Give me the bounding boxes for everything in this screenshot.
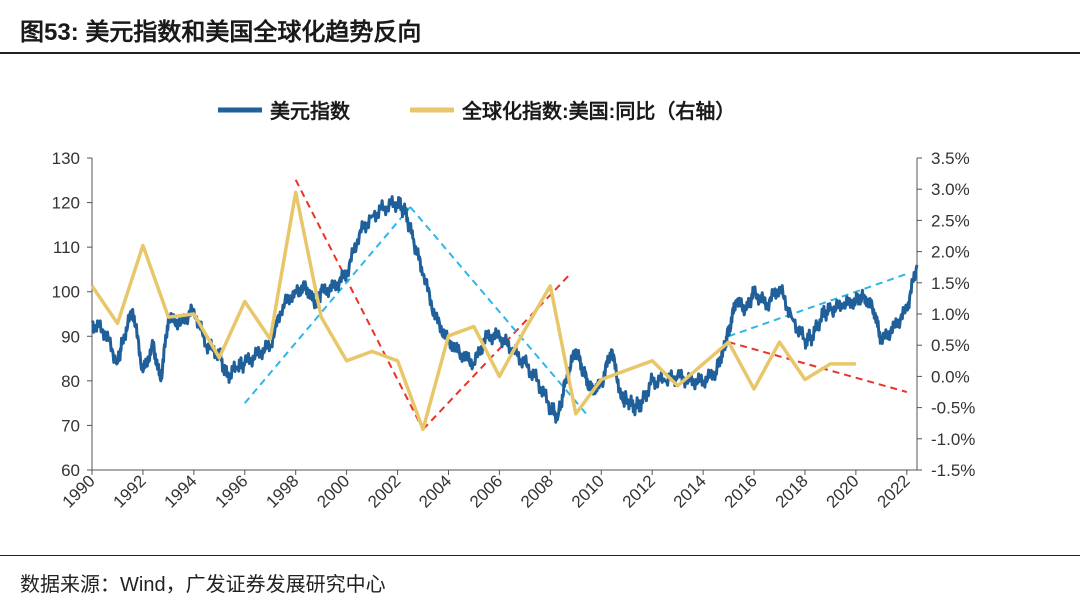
right-tick-label: 3.0% [931,180,970,199]
left-tick-label: 120 [52,194,80,213]
legend-label-globalization: 全球化指数:美国:同比（右轴） [461,99,735,123]
figure-title: 美元指数和美国全球化趋势反向 [85,19,422,46]
x-tick-label: 2010 [568,471,608,511]
x-tick-label: 1996 [211,471,251,511]
right-tick-label: 3.5% [931,149,970,168]
x-tick-label: 1992 [110,471,150,511]
x-tick-label: 1998 [262,471,302,511]
figure-header: 图53: 美元指数和美国全球化趋势反向 [20,12,421,47]
trend-line-blue [409,206,590,418]
trend-line-blue [244,206,412,404]
right-tick-label: 0.5% [931,336,970,355]
series-line-globalization [90,190,856,432]
x-tick-label: 2000 [313,471,353,511]
x-tick-label: 2014 [670,471,710,511]
x-tick-label: 2002 [364,471,404,511]
legend: 美元指数 全球化指数:美国:同比（右轴） [218,99,735,123]
x-tick-label: 2018 [772,471,812,511]
left-tick-label: 100 [52,283,80,302]
axes: 60 70 80 90 100 110 120 130 -1.5% -1.0% -0.5% 0.0% 0… [52,149,976,512]
x-tick-label: 2012 [619,471,659,511]
x-tick-label: 2004 [415,471,455,511]
right-tick-label: -1.0% [931,430,975,449]
right-tick-label: 1.5% [931,274,970,293]
left-tick-label: 90 [61,327,80,346]
right-tick-label: -1.5% [931,461,975,480]
bottom-rule [0,555,1080,556]
trend-line-blue [728,272,908,338]
top-rule [0,52,1080,54]
left-tick-label: 60 [61,461,80,480]
right-tick-label: -0.5% [931,399,975,418]
trend-line-red [294,179,424,430]
right-tick-label: 2.0% [931,243,970,262]
x-tick-label: 2022 [873,471,913,511]
x-tick-label: 2008 [517,471,557,511]
left-tick-label: 80 [61,372,80,391]
series [90,190,919,432]
left-tick-label: 70 [61,416,80,435]
series-line-usd-index [90,195,919,424]
x-tick-label: 2020 [823,471,863,511]
x-tick-label: 1994 [160,471,200,511]
source-note: 数据来源：Wind，广发证券发展研究中心 [20,574,386,596]
left-tick-label: 110 [53,238,80,257]
right-tick-label: 2.5% [931,211,970,230]
legend-label-usd-index: 美元指数 [270,99,351,123]
left-tick-label: 130 [52,149,80,168]
trend-lines [244,179,908,431]
right-tick-label: 0.0% [931,367,970,386]
right-tick-label: 1.0% [931,305,970,324]
trend-line-red [728,341,908,393]
x-tick-label: 2016 [721,471,761,511]
x-tick-label: 2006 [466,471,506,511]
figure-label: 图53: [20,19,79,46]
